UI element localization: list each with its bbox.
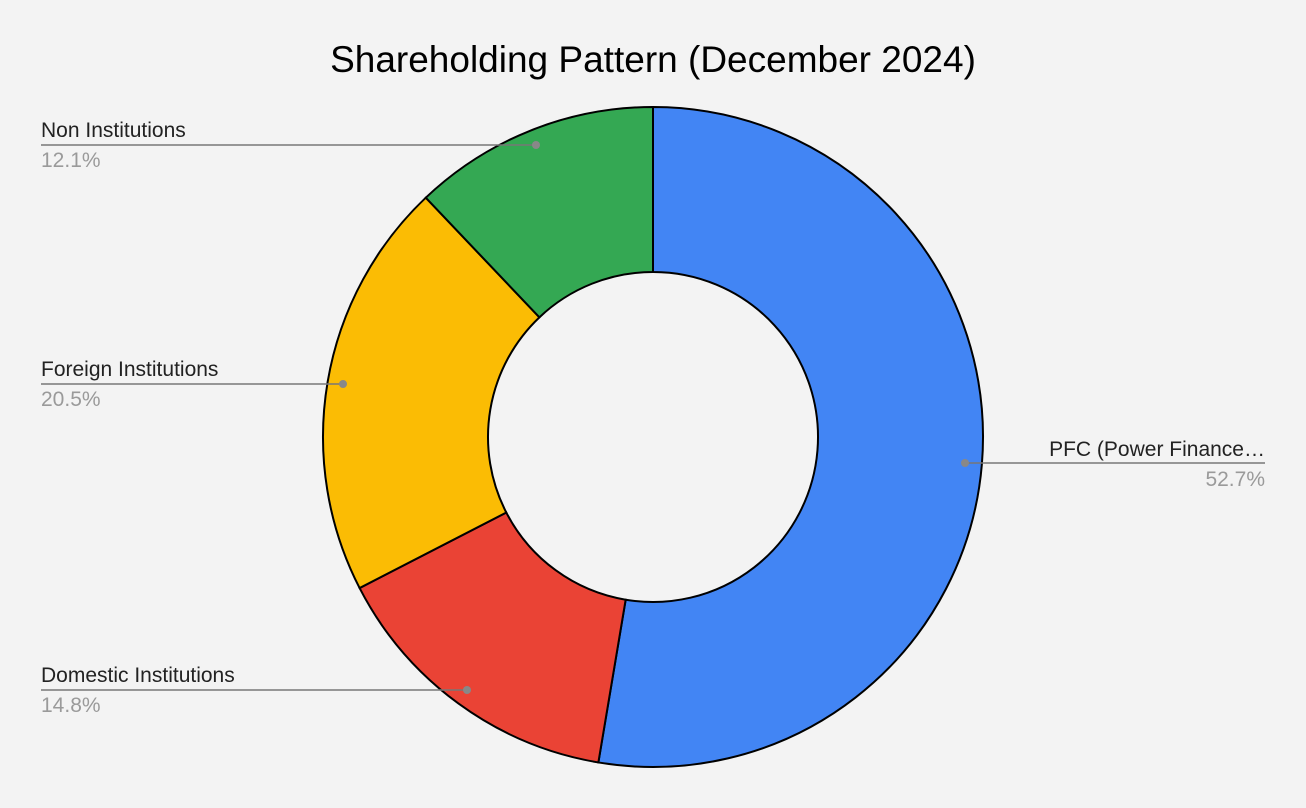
slice-foreign-institutions <box>322 196 541 590</box>
leader-dot <box>532 141 540 149</box>
slice-label-name: PFC (Power Finance… <box>1049 438 1265 461</box>
slice-label-name: Domestic Institutions <box>41 664 235 687</box>
donut-slices <box>322 105 984 768</box>
slice-domestic-institutions <box>358 511 627 764</box>
slice-label-name: Foreign Institutions <box>41 358 218 381</box>
leader-dot <box>339 380 347 388</box>
leader-dot <box>961 459 969 467</box>
slice-label-value: 14.8% <box>41 694 101 717</box>
slice-non-institutions <box>424 105 654 319</box>
chart-title: Shareholding Pattern (December 2024) <box>330 39 976 80</box>
slice-pfc-power-finance <box>597 105 984 768</box>
slice-label-value: 12.1% <box>41 149 101 172</box>
slice-label-name: Non Institutions <box>41 119 186 142</box>
slice-label-value: 20.5% <box>41 388 101 411</box>
leader-dot <box>463 686 471 694</box>
slice-labels: PFC (Power Finance… 52.7% Domestic Institu… <box>41 119 1265 717</box>
slice-label-value: 52.7% <box>1205 468 1265 491</box>
